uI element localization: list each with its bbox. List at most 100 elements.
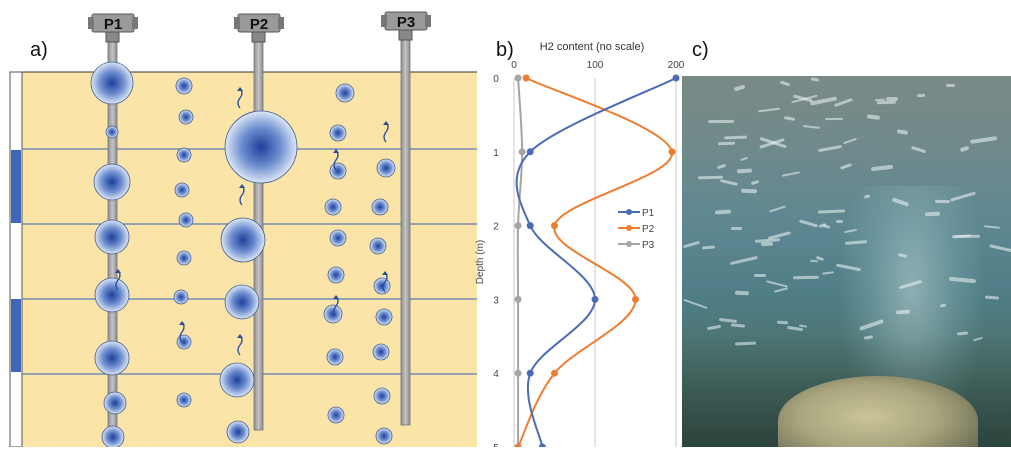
panel-b-chart: b) H2 content (no scale) Depth (m) 0 100 2…: [470, 0, 690, 452]
panel-c-label: c): [692, 39, 709, 61]
gas-bubble: [373, 387, 391, 405]
bubble-streak: [877, 100, 897, 104]
gas-bubble: [94, 277, 130, 313]
gas-bubble: [329, 162, 347, 180]
bubble-streak: [734, 290, 750, 295]
data-point-p1: [526, 148, 534, 156]
bubble-streak: [866, 113, 880, 120]
gas-bubble: [176, 250, 192, 266]
data-point-p3: [514, 369, 522, 377]
bubble-streak: [984, 295, 999, 300]
bubble-streak: [988, 244, 1011, 254]
data-point-p3: [514, 222, 522, 230]
bubble-streak: [983, 225, 1000, 229]
bubble-streak: [733, 84, 746, 92]
gas-bubble: [326, 348, 344, 366]
gas-bubble: [174, 182, 190, 198]
chart-y-axis-label: Depth (m): [475, 240, 486, 284]
bubble-streak: [739, 156, 748, 162]
seabed-rock: [778, 376, 978, 447]
bubble-streak: [959, 146, 969, 153]
bubble-streak: [776, 320, 788, 325]
chart-title: H2 content (no scale): [540, 41, 645, 53]
panel-a-schematic: a): [0, 0, 480, 449]
bubble-streak: [708, 119, 735, 124]
gas-bubble: [178, 109, 194, 125]
bubble-streak: [952, 234, 981, 238]
gas-bubble: [178, 212, 194, 228]
bubble-streak: [779, 80, 791, 87]
bubble-streak: [731, 323, 746, 328]
bubble-streak: [798, 219, 819, 228]
data-point-p1: [526, 369, 534, 377]
bubble-streak: [916, 93, 926, 98]
data-point-p3: [514, 295, 522, 303]
bubble-streak: [750, 180, 760, 186]
x-tick-label: 200: [668, 60, 685, 71]
bubble-streak: [784, 116, 796, 122]
data-point-p1: [591, 295, 599, 303]
gas-bubble: [176, 147, 192, 163]
piezometer-label-p3: P3: [397, 14, 415, 31]
bubble-streak: [924, 211, 940, 216]
gas-bubble: [90, 61, 134, 105]
bubble-streak: [719, 317, 737, 323]
bubble-streak: [818, 145, 843, 153]
bubble-streak: [809, 259, 818, 263]
gas-bubble: [373, 277, 391, 295]
rising-gas-arrow: [239, 184, 245, 206]
bubble-streak: [773, 287, 788, 294]
bubble-streak: [683, 299, 708, 310]
bubble-streak: [729, 255, 758, 266]
bubble-streak: [758, 107, 780, 113]
bubble-streak: [817, 209, 845, 214]
y-tick-label: 5: [493, 443, 499, 447]
gas-bubble: [224, 110, 298, 184]
legend-label: P3: [642, 240, 655, 251]
data-point-p2: [522, 74, 530, 82]
piezometer-label-p2: P2: [250, 16, 268, 33]
gas-bubble: [376, 158, 396, 178]
panel-b-label: b): [496, 39, 514, 61]
bubble-streak: [753, 273, 766, 277]
y-tick-label: 1: [493, 148, 499, 159]
bubble-streak: [945, 83, 955, 88]
bubble-streak: [761, 241, 773, 246]
gas-bubble: [375, 308, 393, 326]
bubble-streak: [782, 170, 801, 177]
bubble-streak: [724, 136, 747, 141]
gas-bubble: [372, 343, 390, 361]
rising-gas-arrow: [179, 321, 185, 343]
bubble-streak: [970, 135, 998, 144]
gas-bubble: [327, 406, 345, 424]
bubble-streak: [935, 200, 951, 203]
bubble-streak: [717, 141, 735, 146]
gas-bubble: [219, 362, 255, 398]
rising-gas-arrow: [382, 271, 388, 293]
y-tick-label: 2: [493, 222, 499, 233]
gas-bubble: [224, 284, 260, 320]
bubble-streak: [715, 209, 732, 215]
bubble-streak: [825, 118, 844, 121]
piezometer-head-p3: P3: [381, 11, 431, 41]
legend-item-p2: P2: [618, 224, 655, 235]
gas-bubble: [175, 77, 193, 95]
data-point-p1: [526, 222, 534, 230]
gas-bubble: [94, 219, 130, 255]
depth-scale-bar: [9, 71, 23, 448]
gas-bubble: [93, 163, 131, 201]
rising-gas-arrow: [333, 149, 339, 171]
depth-scale-segment: [11, 299, 21, 372]
rising-gas-arrow: [383, 121, 389, 143]
bubble-streak: [683, 241, 700, 249]
gas-bubble: [371, 198, 389, 216]
rising-gas-arrow: [115, 269, 121, 291]
data-point-p2: [632, 295, 639, 303]
rising-gas-arrow: [333, 295, 339, 317]
bubble-streak: [870, 164, 893, 172]
bubble-streak: [835, 219, 844, 223]
data-point-p1: [672, 74, 680, 82]
piezometer-head-p1: P1: [88, 13, 138, 43]
y-tick-label: 0: [493, 74, 499, 85]
sediment-schematic: P1 P2 P3: [9, 11, 477, 449]
